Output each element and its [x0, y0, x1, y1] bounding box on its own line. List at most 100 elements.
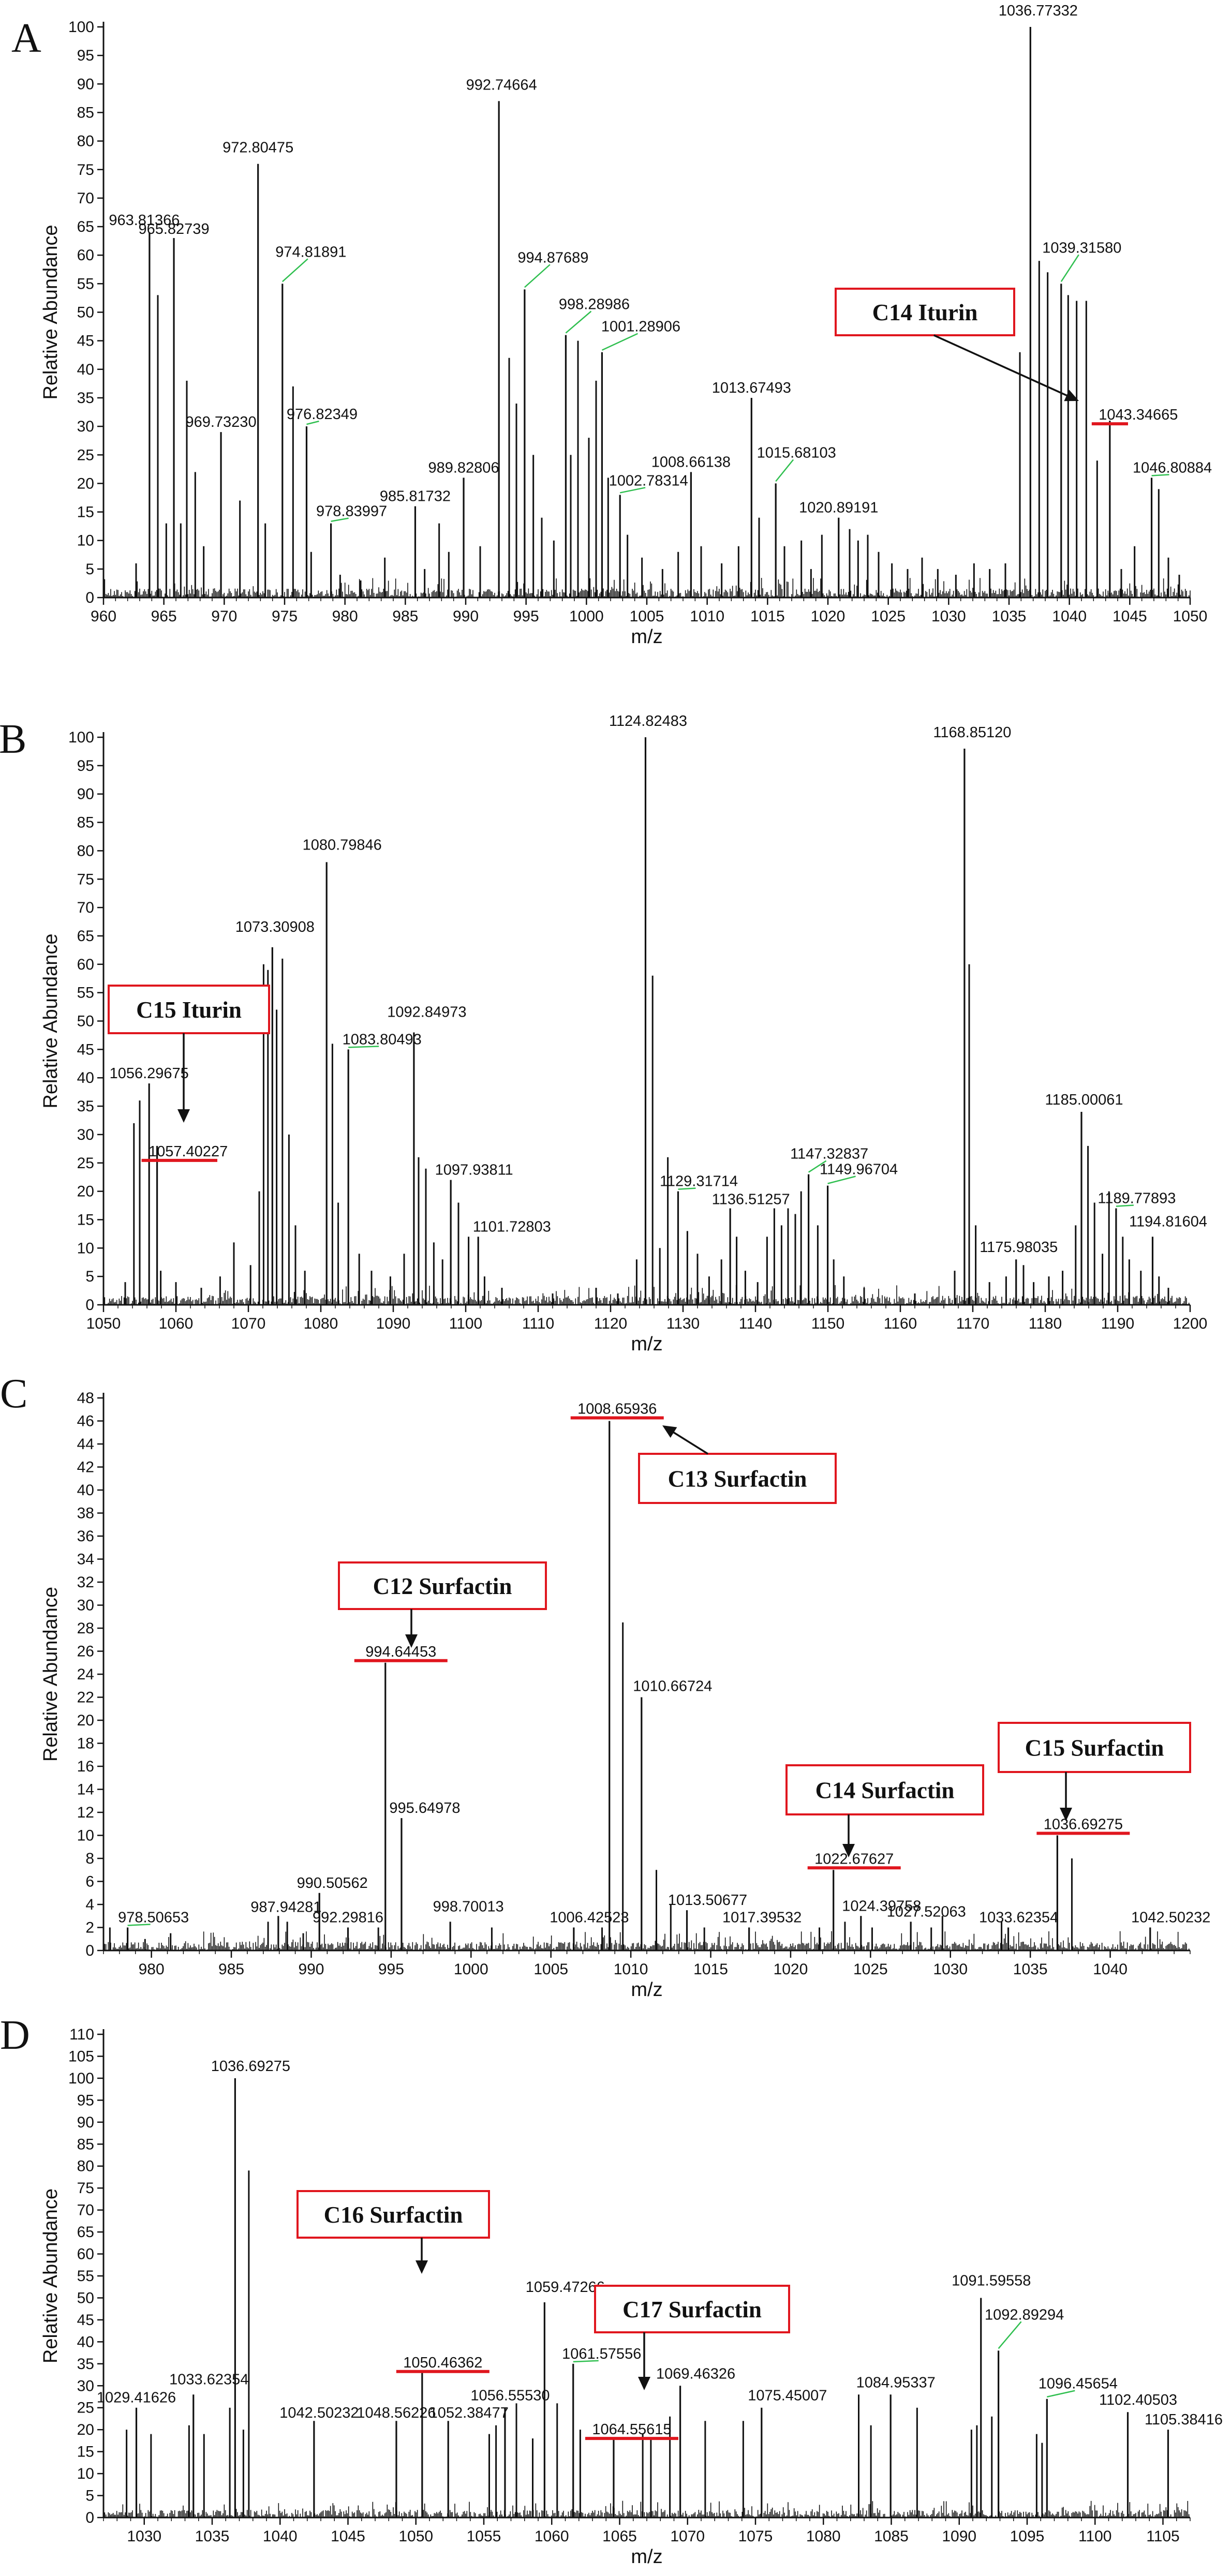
x-tick-label: 960	[91, 608, 116, 625]
x-tick-label: 1080	[806, 2528, 841, 2545]
y-tick-label: 65	[77, 218, 94, 235]
label-leader-line	[1116, 1204, 1134, 1207]
annotation-text: C12 Surfactin	[373, 1573, 512, 1599]
annotation-box	[638, 1453, 837, 1504]
label-leader-line	[573, 2360, 599, 2363]
y-tick-label: 0	[85, 589, 94, 606]
x-tick-label: 985	[392, 608, 418, 625]
y-tick-label: 60	[77, 956, 94, 973]
x-tick-label: 1080	[304, 1315, 338, 1332]
y-tick-label: 60	[77, 247, 94, 264]
label-leader-line	[306, 420, 319, 425]
peak-label: 963.81366	[109, 212, 180, 229]
peak-label: 1024.39758	[842, 1898, 921, 1914]
y-tick-label: 46	[77, 1413, 94, 1430]
peak-label: 1017.39532	[722, 1910, 802, 1926]
y-tick-label: 55	[77, 275, 94, 292]
y-tick-label: 0	[85, 1297, 94, 1314]
peak-label: 994.64453	[365, 1644, 436, 1660]
y-tick-label: 10	[77, 1827, 94, 1844]
y-tick-label: 30	[77, 1597, 94, 1614]
label-leader-line	[565, 310, 592, 334]
x-tick-label: 1110	[522, 1315, 554, 1332]
peak-label: 1105.38416	[1145, 2411, 1223, 2428]
peak-label: 1084.95337	[856, 2374, 936, 2391]
annotation-arrow-head	[842, 1844, 855, 1857]
annotation-text: C13 Surfactin	[668, 1466, 807, 1492]
peak-label: 974.81891	[275, 244, 346, 260]
annotation-arrow-shaft	[933, 334, 1072, 399]
y-tick-label: 55	[77, 2268, 94, 2285]
x-tick-label: 975	[272, 608, 298, 625]
annotation-arrow-head	[1060, 1808, 1072, 1821]
y-tick-label: 25	[77, 2400, 94, 2417]
peak-label: 995.64978	[389, 1800, 460, 1816]
annotation-text: C17 Surfactin	[622, 2297, 762, 2322]
annotation-callout: C12 Surfactin	[338, 1561, 547, 1662]
x-tick-label: 1010	[614, 1961, 648, 1978]
annotation-text: C15 Surfactin	[1025, 1735, 1164, 1761]
y-tick-label: 85	[77, 814, 94, 831]
x-axis-label: m/z	[631, 626, 662, 648]
x-tick-label: 1100	[449, 1315, 483, 1332]
peak-label: 1189.77893	[1097, 1190, 1176, 1207]
label-leader-line	[775, 459, 794, 482]
x-tick-label: 1045	[331, 2528, 365, 2545]
annotation-callout: C14 Surfactin	[785, 1764, 984, 1870]
peak-label: 992.74664	[466, 77, 537, 93]
peak-label: 1042.50232	[279, 2405, 359, 2421]
x-tick-label: 970	[211, 608, 237, 625]
y-tick-label: 100	[68, 2070, 94, 2087]
peak-label: 969.73230	[185, 414, 256, 430]
x-tick-label: 1070	[670, 2528, 705, 2545]
peak-label: 1124.82483	[609, 713, 687, 729]
annotation-text: C14 Iturin	[872, 300, 978, 325]
peak-label: 1046.80884	[1133, 459, 1212, 476]
label-leader-line	[619, 487, 646, 494]
y-tick-label: 80	[77, 842, 94, 859]
peak-label: 1036.69275	[1044, 1816, 1123, 1833]
y-tick-label: 105	[68, 2048, 94, 2065]
spectrum-panel-b: B 0 5 10 15 20 25 30 35 40 45 50 55 60 65 70 75 80 85 90 95 1…	[0, 713, 1207, 1355]
x-axis-label: m/z	[631, 1333, 662, 1355]
label-leader-line	[808, 1160, 827, 1173]
peak-label: 1001.28906	[601, 319, 680, 335]
y-tick-label: 28	[77, 1620, 94, 1637]
peak-label: 1096.45654	[1039, 2376, 1118, 2392]
x-tick-label: 1070	[231, 1315, 266, 1332]
x-tick-label: 1050	[1173, 608, 1208, 625]
annotation-box	[594, 2285, 790, 2333]
peak-label: 998.70013	[433, 1898, 504, 1915]
label-leader-line	[127, 1924, 151, 1926]
y-tick-label: 85	[77, 104, 94, 121]
peak-label: 1080.79846	[303, 837, 382, 853]
panel-letter: C	[0, 1371, 27, 1417]
annotation-callout: C15 Surfactin	[998, 1722, 1191, 1835]
annotation-callout: C16 Surfactin	[296, 2190, 490, 2373]
y-tick-label: 40	[77, 1069, 94, 1086]
x-tick-label: 1040	[1052, 608, 1087, 625]
peak-label: 1036.69275	[211, 2058, 290, 2075]
x-tick-label: 995	[378, 1961, 404, 1978]
y-tick-label: 90	[77, 2114, 94, 2131]
label-leader-line	[281, 258, 308, 282]
peak-label: 1136.51257	[712, 1192, 790, 1208]
y-tick-label: 38	[77, 1505, 94, 1522]
y-tick-label: 18	[77, 1735, 94, 1752]
y-tick-label: 15	[77, 504, 94, 521]
peak-label: 1092.89294	[985, 2306, 1064, 2323]
y-tick-label: 95	[77, 2092, 94, 2109]
y-axis-label: Relative Abundance	[40, 933, 62, 1108]
spectrum-panel-d: D 0 5 10 15 20 25 30 35 40 45 50 55 60 65 70 75 80 85 90 95 1…	[0, 2013, 1223, 2568]
peak-label: 1194.81604	[1129, 1213, 1207, 1230]
y-tick-label: 45	[77, 333, 94, 350]
x-tick-label: 1065	[602, 2528, 637, 2545]
peak-label: 965.82739	[138, 221, 209, 237]
label-leader-line	[1060, 254, 1079, 282]
x-tick-label: 1010	[690, 608, 724, 625]
x-tick-label: 980	[139, 1961, 165, 1978]
y-tick-label: 55	[77, 985, 94, 1002]
label-leader-line	[331, 517, 349, 522]
y-tick-label: 75	[77, 871, 94, 888]
